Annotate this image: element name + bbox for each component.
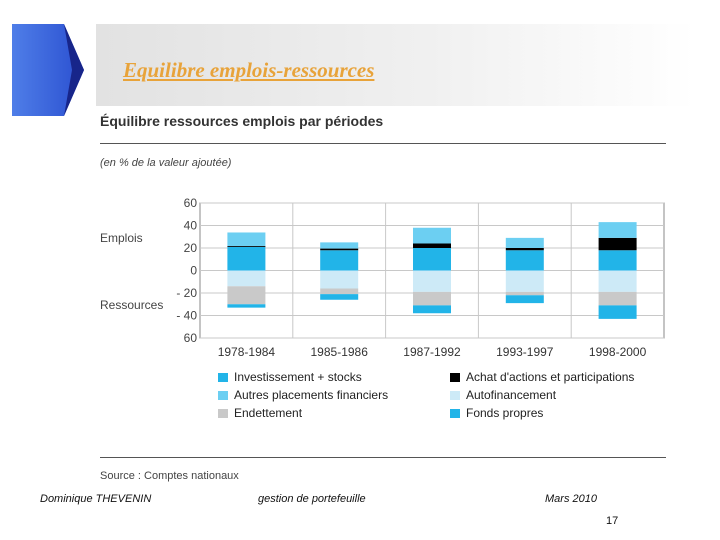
x-tick-label: 1987-1992	[403, 345, 461, 359]
footer-subject: gestion de portefeuille	[258, 493, 366, 505]
y-tick-label: 60	[184, 331, 198, 345]
footer-author: Dominique THEVENIN	[40, 493, 152, 505]
title-band	[96, 24, 696, 106]
stacked-bar-chart: 60 40 20 0 - 20 - 40 60 1978-1984 1985-1986 1987-…	[176, 196, 665, 359]
bar-autofin	[505, 270, 544, 292]
legend-label-autres: Autres placements financiers	[234, 388, 389, 402]
legend-item-endet: Endettement	[218, 406, 302, 420]
bar-fonds	[227, 304, 266, 308]
legend-label-invest: Investissement + stocks	[234, 370, 362, 384]
bar-achat	[413, 243, 451, 248]
legend-label-fonds: Fonds propres	[466, 406, 544, 420]
bar-autofin	[598, 270, 637, 292]
legend-label-endet: Endettement	[234, 406, 303, 420]
legend-swatch-endet	[218, 408, 228, 418]
legend-item-autofin: Autofinancement	[450, 388, 556, 402]
y-tick-label: - 20	[176, 286, 197, 300]
bar-fonds	[598, 305, 637, 319]
x-tick-label: 1985-1986	[311, 345, 369, 359]
bar-endet	[598, 291, 637, 306]
legend-swatch-fonds	[450, 408, 460, 418]
y-tick-label: 20	[184, 241, 198, 255]
page-number: 17	[606, 515, 619, 527]
slide-title: Equilibre emplois-ressources	[123, 58, 375, 82]
y-tick-label: 60	[184, 196, 198, 210]
ressources-label: Ressources	[100, 298, 164, 312]
legend-swatch-achat	[450, 372, 460, 382]
bar-autres	[320, 242, 359, 249]
legend-swatch-invest	[218, 372, 228, 382]
source-rule	[100, 457, 666, 458]
header-rule	[100, 143, 666, 144]
units-note: (en % de la valeur ajoutée)	[100, 157, 232, 169]
y-tick-label: - 40	[176, 309, 197, 323]
legend-item-fonds: Fonds propres	[450, 406, 543, 420]
chart-title: Équilibre ressources emplois par période…	[100, 113, 384, 129]
bar-endet	[413, 291, 451, 306]
bar-endet	[505, 291, 544, 296]
source-note: Source : Comptes nationaux	[100, 470, 239, 482]
y-tick-label: 40	[184, 219, 198, 233]
legend-item-invest: Investissement + stocks	[218, 370, 362, 384]
legend-item-autres: Autres placements financiers	[218, 388, 388, 402]
x-tick-label: 1993-1997	[496, 345, 554, 359]
bar-invest	[598, 250, 637, 271]
bar-achat	[320, 248, 359, 251]
legend-label-autofin: Autofinancement	[466, 388, 557, 402]
bar-autofin	[413, 270, 451, 292]
arrow-shape-decoration	[12, 24, 84, 116]
x-tick-label: 1978-1984	[218, 345, 276, 359]
legend-swatch-autres	[218, 390, 228, 400]
footer-date: Mars 2010	[545, 493, 597, 505]
bar-invest	[227, 246, 266, 271]
emplois-label: Emplois	[100, 231, 143, 245]
bar-fonds	[413, 305, 451, 314]
bar-endet	[227, 286, 266, 305]
y-tick-label: 0	[190, 264, 197, 278]
bar-achat	[598, 237, 637, 251]
bar-endet	[320, 288, 359, 295]
legend-item-achat: Achat d'actions et participations	[450, 370, 634, 384]
bar-achat	[505, 248, 544, 251]
x-tick-label: 1998-2000	[589, 345, 647, 359]
bar-invest	[413, 248, 451, 271]
bar-autres	[505, 237, 544, 248]
bar-fonds	[320, 294, 359, 300]
bar-autres	[227, 232, 266, 246]
bar-autofin	[227, 270, 266, 287]
legend-label-achat: Achat d'actions et participations	[466, 370, 635, 384]
bar-invest	[505, 250, 544, 271]
legend-swatch-autofin	[450, 390, 460, 400]
bar-invest	[320, 250, 359, 271]
bar-autres	[413, 227, 451, 244]
bar-achat	[227, 245, 266, 247]
bar-autofin	[320, 270, 359, 289]
bar-fonds	[505, 295, 544, 304]
bar-autres	[598, 222, 637, 238]
